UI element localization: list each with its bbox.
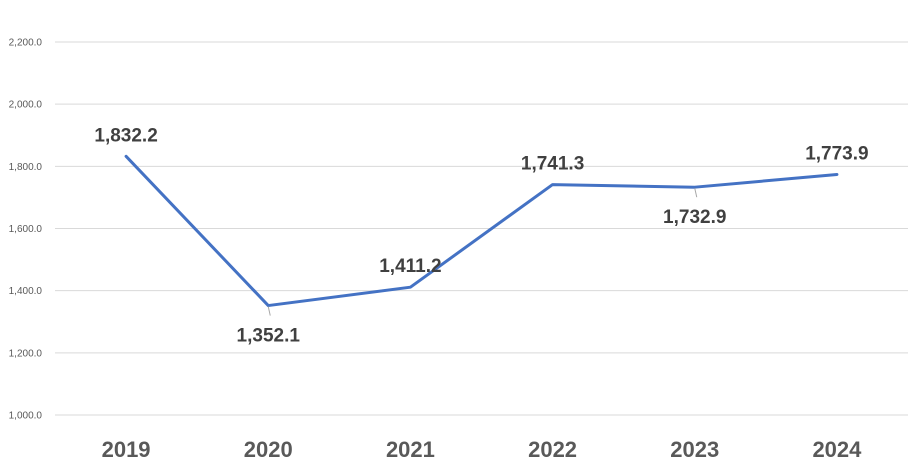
x-axis-ticks: 2019 2020 2021 2022 2023 2024 <box>102 437 863 462</box>
series-line <box>124 154 839 308</box>
series <box>124 154 839 308</box>
data-label: 1,411.2 <box>379 256 441 277</box>
data-labels: 1,832.2 1,352.1 1,411.2 1,741.3 1,732.9 1,773… <box>94 125 868 346</box>
data-label: 1,352.1 <box>237 326 301 347</box>
y-tick-label: 1,200.0 <box>9 348 43 359</box>
data-label: 1,773.9 <box>805 143 868 164</box>
x-tick-label: 2020 <box>244 437 293 462</box>
y-tick-label: 1,000.0 <box>9 411 43 422</box>
data-label-leader <box>694 188 698 198</box>
x-tick-label: 2019 <box>102 437 151 462</box>
gridlines <box>55 41 908 416</box>
x-tick-label: 2021 <box>386 437 435 462</box>
x-tick-label: 2024 <box>812 437 862 462</box>
y-tick-label: 2,000.0 <box>9 100 43 111</box>
x-tick-label: 2023 <box>670 437 719 462</box>
data-label: 1,732.9 <box>663 207 726 228</box>
data-label: 1,832.2 <box>94 125 157 146</box>
y-tick-label: 1,800.0 <box>9 162 43 173</box>
y-tick-label: 1,400.0 <box>9 286 43 297</box>
data-label: 1,741.3 <box>521 154 584 175</box>
y-tick-label: 1,600.0 <box>9 224 43 235</box>
x-tick-label: 2022 <box>528 437 577 462</box>
y-axis-ticks: 1,000.0 1,200.0 1,400.0 1,600.0 1,800.0 2,000… <box>9 38 43 422</box>
y-tick-label: 2,200.0 <box>9 38 43 49</box>
data-label-leader <box>267 306 271 316</box>
